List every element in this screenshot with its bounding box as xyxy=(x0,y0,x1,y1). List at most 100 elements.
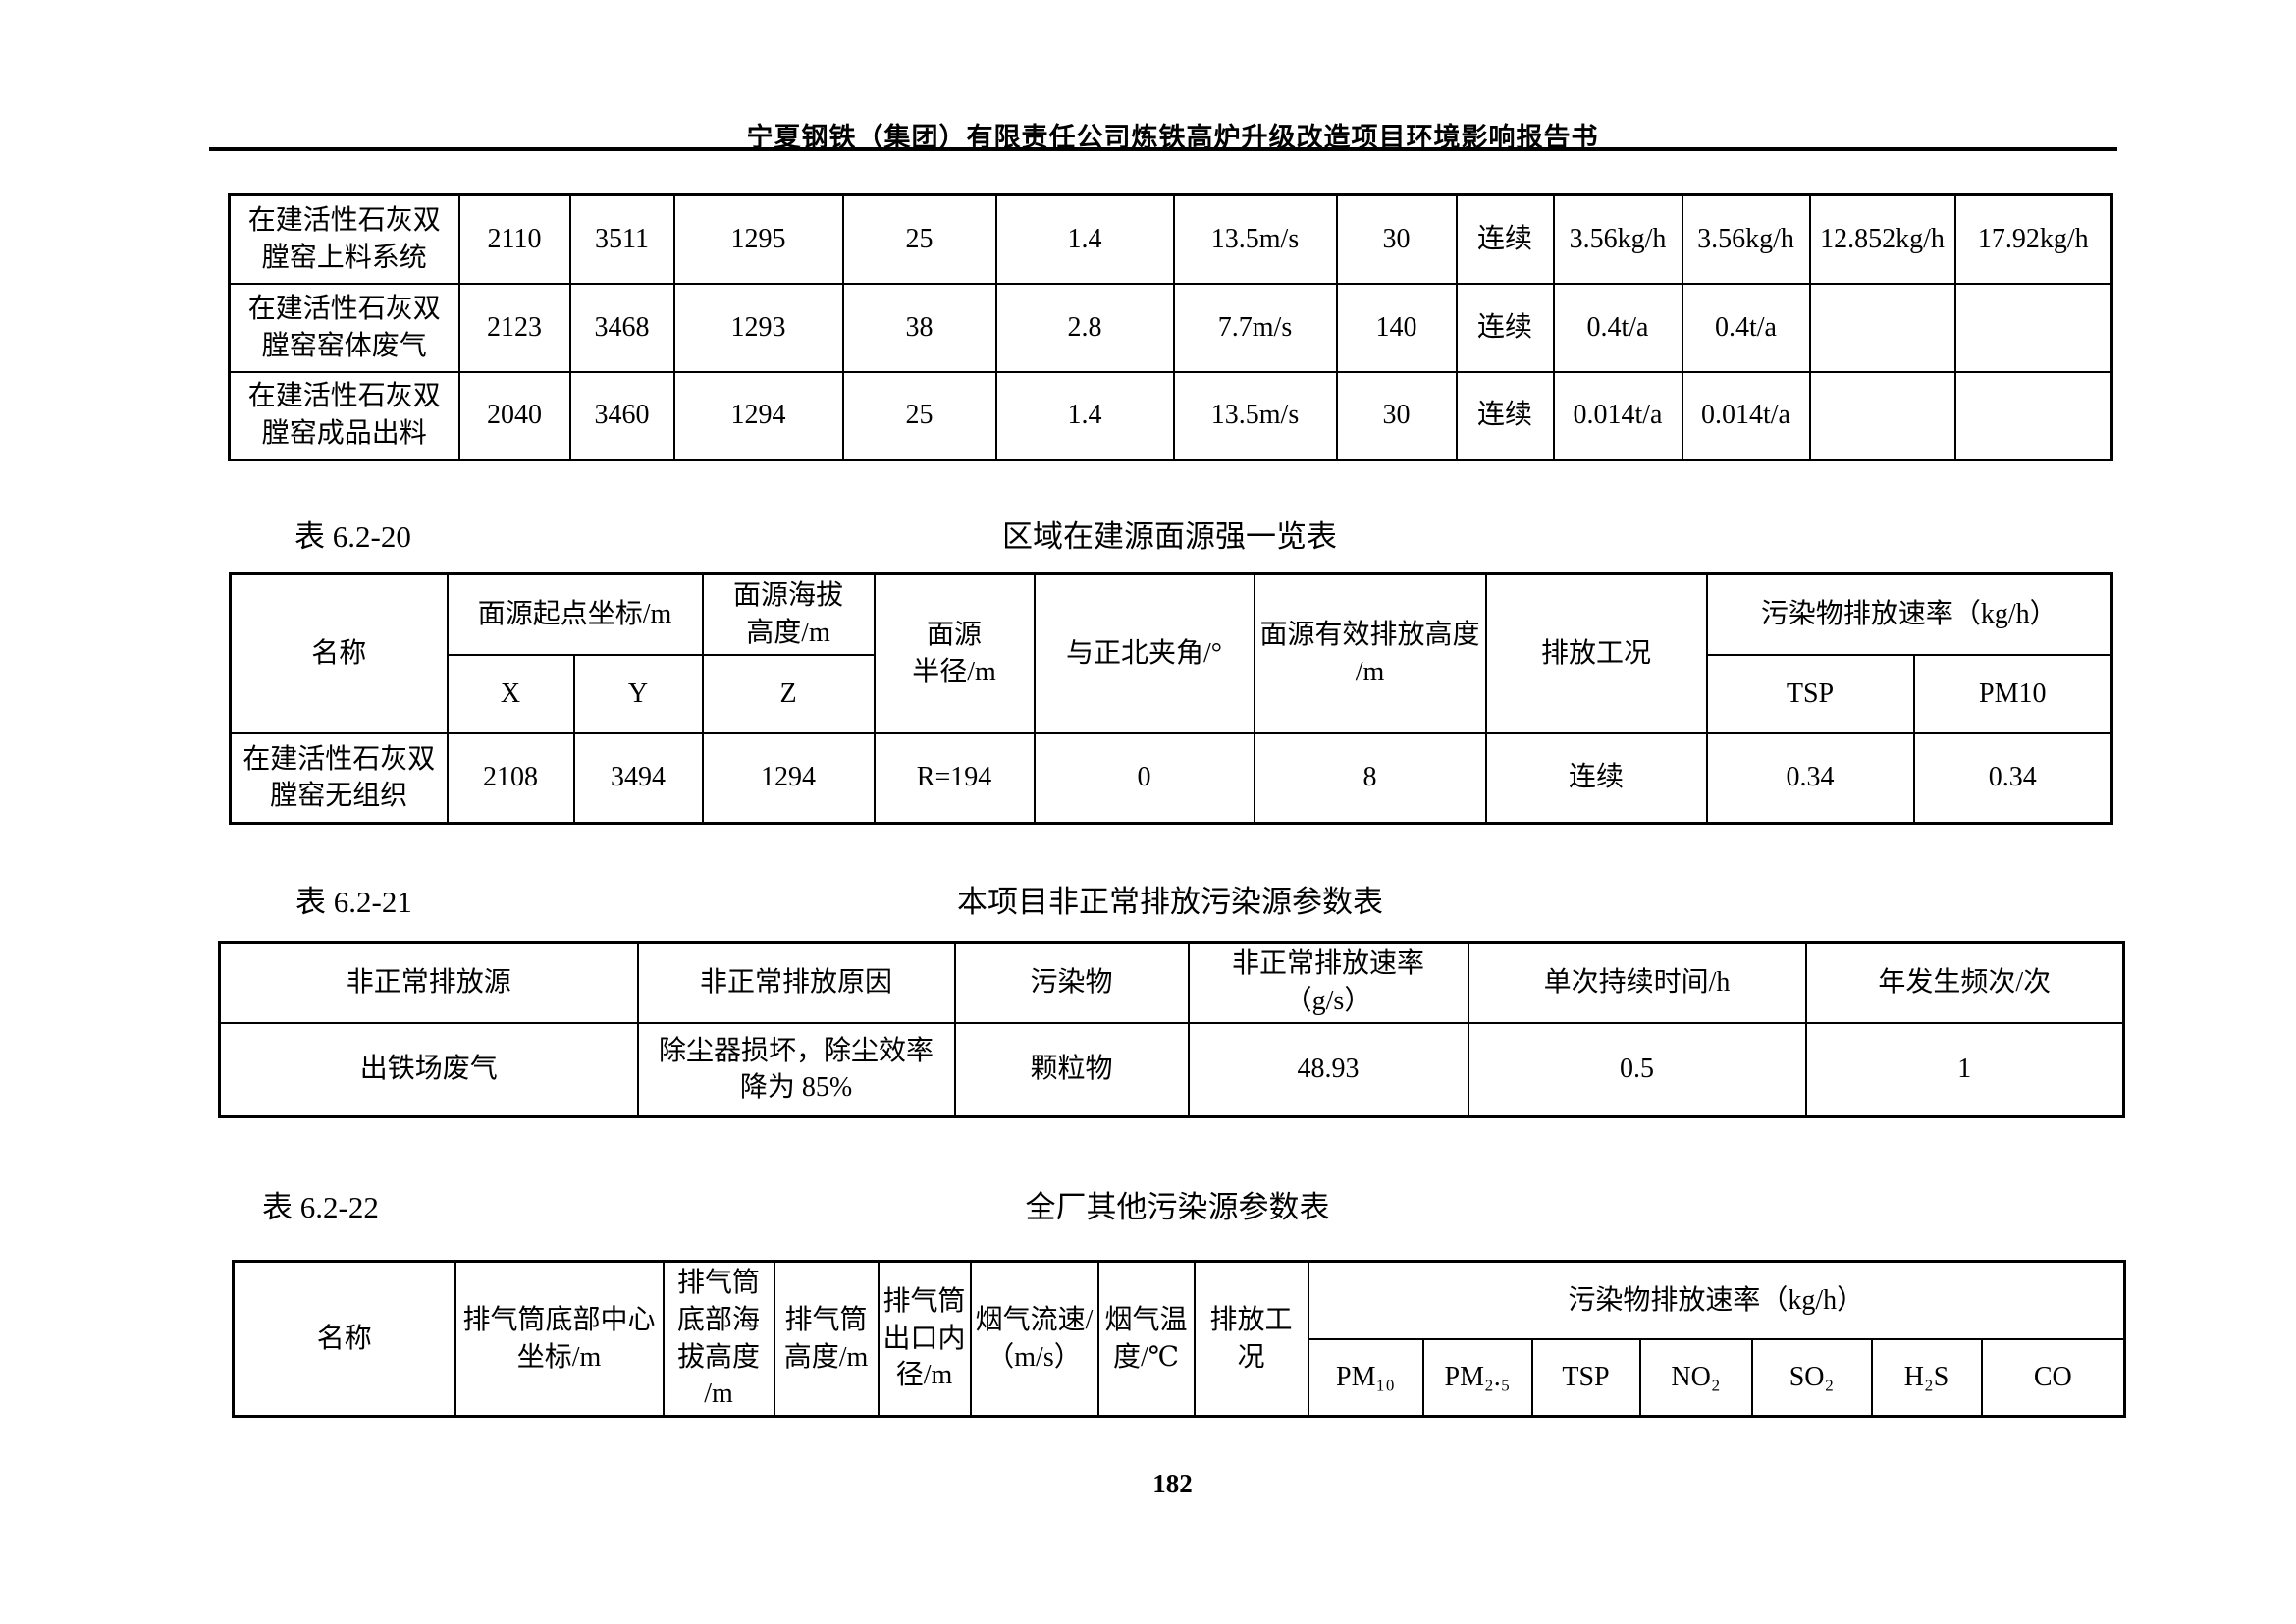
area-source-table: 名称 面源起点坐标/m 面源海拔 高度/m 面源 半径/m 与正北夹角/° 面源… xyxy=(229,572,2113,826)
table-cell: 3494 xyxy=(572,731,704,825)
header-cell: 污染物 xyxy=(953,941,1190,1024)
table-cell: 在建活性石灰双 膛窑成品出料 xyxy=(228,370,460,461)
table-cell: 0.5 xyxy=(1467,1021,1807,1118)
table-cell: 3.56kg/h xyxy=(1681,193,1811,285)
header-cell: 年发生频次/次 xyxy=(1804,941,2125,1024)
table-cell: 连续 xyxy=(1455,370,1555,461)
abnormal-emission-table: 非正常排放源 非正常排放原因 污染物 非正常排放速率 （g/s） 单次持续时间/… xyxy=(218,941,2125,1119)
table-cell: R=194 xyxy=(873,731,1036,825)
table-cell: 48.93 xyxy=(1187,1021,1469,1118)
table-cell: 3468 xyxy=(568,282,675,373)
table-row: 在建活性石灰双 膛窑成品出料 2040 3460 1294 25 1.4 13.… xyxy=(228,370,2113,461)
table-caption-621: 表 6.2-21 本项目非正常排放污染源参数表 xyxy=(218,877,2122,921)
header-cell: 面源有效排放高度 /m xyxy=(1253,572,1487,734)
table-header-row: 名称 排气筒底部中心 坐标/m 排气筒 底部海 拔高度 /m 排气筒 高度/m … xyxy=(232,1260,2126,1418)
table-caption-title: 本项目非正常排放污染源参数表 xyxy=(957,885,1383,919)
table-cell: 0.014t/a xyxy=(1552,370,1683,461)
table-cell: 连续 xyxy=(1455,193,1555,285)
table-header-row: 名称 面源起点坐标/m 面源海拔 高度/m 面源 半径/m 与正北夹角/° 面源… xyxy=(229,572,2113,734)
header-cell: 排放工况 xyxy=(1484,572,1708,734)
table-cell: 1 xyxy=(1804,1021,2125,1118)
table-cell xyxy=(1808,282,1956,373)
table-cell: 3460 xyxy=(568,370,675,461)
table-cell xyxy=(1953,370,2113,461)
table-header-row: 非正常排放源 非正常排放原因 污染物 非正常排放速率 （g/s） 单次持续时间/… xyxy=(218,941,2125,1024)
table-cell: 13.5m/s xyxy=(1172,370,1338,461)
table-cell: 连续 xyxy=(1484,731,1708,825)
header-cell: Z xyxy=(701,653,876,734)
table-caption-label: 表 6.2-21 xyxy=(295,885,412,919)
table-cell: 在建活性石灰双 膛窑无组织 xyxy=(229,731,449,825)
table-row: 出铁场废气 除尘器损坏，除尘效率 降为 85% 颗粒物 48.93 0.5 1 xyxy=(218,1021,2125,1118)
table-cell: 0 xyxy=(1033,731,1255,825)
header-cell: TSP xyxy=(1705,653,1915,734)
header-cell: 单次持续时间/h xyxy=(1467,941,1807,1024)
table-cell: 0.4t/a xyxy=(1681,282,1811,373)
header-rule xyxy=(209,147,2117,151)
header-cell: PM₁₀ xyxy=(1307,1338,1424,1418)
table-cell: 3.56kg/h xyxy=(1552,193,1683,285)
table-cell xyxy=(1953,282,2113,373)
table-cell: 0.34 xyxy=(1705,731,1915,825)
table-header-row: PM₁₀ PM₂.₅ TSP NO₂ SO₂ H₂S CO xyxy=(234,1338,2126,1418)
table-cell: 3511 xyxy=(568,193,675,285)
header-cell: 面源海拔 高度/m xyxy=(701,572,876,656)
table-caption-title: 全厂其他污染源参数表 xyxy=(1025,1190,1330,1224)
header-cell: 非正常排放源 xyxy=(218,941,639,1024)
table-cell: 140 xyxy=(1335,282,1458,373)
header-cell: CO xyxy=(1980,1338,2126,1418)
table-cell: 1.4 xyxy=(994,193,1175,285)
header-cell: Y xyxy=(572,653,704,734)
table-cell: 颗粒物 xyxy=(953,1021,1190,1118)
header-cell: 非正常排放原因 xyxy=(636,941,956,1024)
table-cell: 2108 xyxy=(446,731,575,825)
table-caption-label: 表 6.2-22 xyxy=(262,1190,379,1224)
table-cell: 连续 xyxy=(1455,282,1555,373)
table-caption-622: 表 6.2-22 全厂其他污染源参数表 xyxy=(232,1182,2123,1226)
table-cell: 2040 xyxy=(457,370,571,461)
table-cell: 1.4 xyxy=(994,370,1175,461)
table-cell xyxy=(1808,370,1956,461)
header-cell: 排放工 况 xyxy=(1193,1260,1309,1418)
table-cell: 0.014t/a xyxy=(1681,370,1811,461)
header-cell: 污染物排放速率（kg/h） xyxy=(1307,1260,2126,1341)
header-cell: 污染物排放速率（kg/h） xyxy=(1705,572,2113,656)
table-cell: 38 xyxy=(841,282,997,373)
header-cell: 面源 半径/m xyxy=(873,572,1036,734)
table-cell: 7.7m/s xyxy=(1172,282,1338,373)
table-cell: 8 xyxy=(1253,731,1487,825)
header-cell: X xyxy=(446,653,575,734)
table-cell: 在建活性石灰双 膛窑窑体废气 xyxy=(228,282,460,373)
table-cell: 2.8 xyxy=(994,282,1175,373)
table-cell: 30 xyxy=(1335,370,1458,461)
header-cell: 名称 xyxy=(229,572,449,734)
header-cell: NO₂ xyxy=(1638,1338,1753,1418)
continued-point-source-table: 在建活性石灰双 膛窑上料系统 2110 3511 1295 25 1.4 13.… xyxy=(228,193,2113,461)
table-cell: 1293 xyxy=(672,282,844,373)
table-cell: 25 xyxy=(841,193,997,285)
table-cell: 0.34 xyxy=(1912,731,2113,825)
header-cell: 面源起点坐标/m xyxy=(446,572,704,656)
table-cell: 1294 xyxy=(701,731,876,825)
table-cell: 除尘器损坏，除尘效率 降为 85% xyxy=(636,1021,956,1118)
table-cell: 2110 xyxy=(457,193,571,285)
header-cell: 烟气流速/ （m/s） xyxy=(969,1260,1099,1418)
header-cell: 非正常排放速率 （g/s） xyxy=(1187,941,1469,1024)
header-cell: 排气筒 高度/m xyxy=(773,1260,880,1418)
table-cell: 1295 xyxy=(672,193,844,285)
page-number: 182 xyxy=(1152,1469,1193,1498)
table-cell: 13.5m/s xyxy=(1172,193,1338,285)
header-cell: 烟气温 度/℃ xyxy=(1096,1260,1196,1418)
table-cell: 0.4t/a xyxy=(1552,282,1683,373)
header-cell: H₂S xyxy=(1870,1338,1983,1418)
table-cell: 17.92kg/h xyxy=(1953,193,2113,285)
table-row: 在建活性石灰双 膛窑上料系统 2110 3511 1295 25 1.4 13.… xyxy=(228,193,2113,285)
other-sources-table: 名称 排气筒底部中心 坐标/m 排气筒 底部海 拔高度 /m 排气筒 高度/m … xyxy=(232,1260,2127,1419)
header-cell: 排气筒 底部海 拔高度 /m xyxy=(662,1260,775,1418)
header-cell: 与正北夹角/° xyxy=(1033,572,1255,734)
table-row: 在建活性石灰双 膛窑无组织 2108 3494 1294 R=194 0 8 连… xyxy=(229,731,2113,825)
header-cell: PM₂.₅ xyxy=(1421,1338,1533,1418)
table-caption-label: 表 6.2-20 xyxy=(294,519,411,554)
table-header-row: X Y Z TSP PM10 xyxy=(231,653,2113,734)
